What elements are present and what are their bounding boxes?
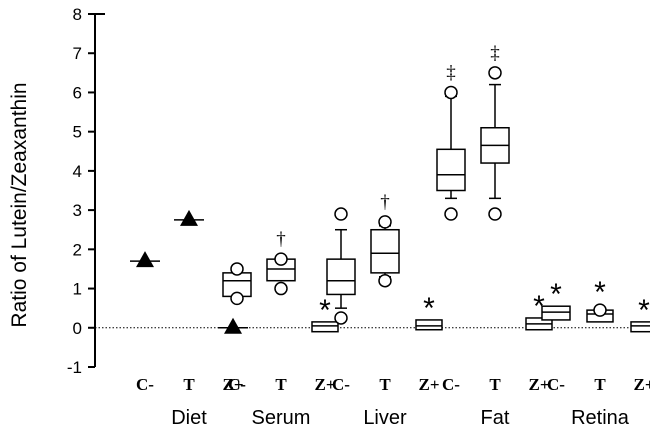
x-category-label: C- — [547, 375, 565, 394]
diet-point-marker — [224, 317, 242, 334]
x-group-label: Retina — [571, 407, 630, 429]
box — [311, 321, 339, 333]
x-group-label: Serum — [252, 407, 311, 429]
y-tick-label: 2 — [73, 240, 82, 259]
significance-marker: * — [423, 292, 435, 325]
significance-marker: ‡ — [446, 62, 456, 83]
x-category-label: C- — [136, 375, 154, 394]
x-category-label: C- — [332, 375, 350, 394]
outlier-point — [378, 273, 392, 288]
x-category-label: Z+ — [528, 375, 549, 394]
outlier-point — [334, 311, 348, 325]
outlier-point — [444, 207, 458, 221]
box — [630, 321, 650, 333]
outlier-point — [444, 85, 458, 100]
box — [370, 228, 400, 274]
significance-marker: † — [380, 192, 390, 213]
significance-marker: * — [638, 294, 650, 327]
x-category-label: C- — [442, 375, 460, 394]
x-category-label: C- — [228, 375, 246, 394]
outlier-point — [334, 207, 348, 221]
significance-marker: † — [276, 229, 286, 250]
y-tick-label: 6 — [73, 83, 82, 102]
outlier-point — [488, 66, 502, 80]
y-tick-label: 7 — [73, 44, 82, 63]
outlier-point — [230, 262, 244, 276]
y-axis: -1 0 1 2 3 4 5 6 7 8 — [67, 5, 95, 377]
x-category-label: Z+ — [418, 375, 439, 394]
outlier-point — [274, 281, 288, 296]
x-category-label: T — [489, 375, 501, 394]
box — [415, 319, 443, 331]
outlier-point — [274, 252, 288, 266]
x-category-label: Z+ — [314, 375, 335, 394]
x-group-label: Diet — [171, 407, 207, 429]
diet-point-marker — [180, 209, 198, 226]
diet-point-marker — [136, 251, 154, 268]
box — [436, 148, 466, 192]
x-category-label: T — [594, 375, 606, 394]
y-tick-label: 4 — [73, 162, 82, 181]
x-category-label: Z+ — [633, 375, 650, 394]
x-category-label: T — [275, 375, 287, 394]
outlier-point — [488, 207, 502, 221]
x-category-label: T — [183, 375, 195, 394]
outlier-point — [378, 215, 392, 229]
outlier-point — [230, 291, 244, 306]
x-group-label: Liver — [363, 407, 407, 429]
x-group-label: Fat — [481, 407, 510, 429]
plot-frame — [94, 13, 650, 367]
y-tick-label: 0 — [73, 319, 82, 338]
y-tick-label: -1 — [67, 358, 82, 377]
y-axis-label: Ratio of Lutein/Zeaxanthin — [8, 82, 31, 327]
y-tick-label: 5 — [73, 123, 82, 142]
y-tick-label: 1 — [73, 280, 82, 299]
significance-marker: ‡ — [490, 43, 500, 64]
chart-marks: †*†*‡‡* * ** — [130, 43, 650, 334]
significance-marker: * — [319, 294, 331, 327]
y-tick-label: 3 — [73, 201, 82, 220]
x-category-label: Z+ — [222, 375, 243, 394]
outlier-point — [593, 303, 607, 317]
box — [326, 258, 356, 296]
x-category-label: T — [379, 375, 391, 394]
y-tick-label: 8 — [73, 5, 82, 24]
box — [541, 305, 571, 321]
significance-marker: * — [594, 276, 606, 309]
significance-marker: * — [550, 278, 562, 311]
